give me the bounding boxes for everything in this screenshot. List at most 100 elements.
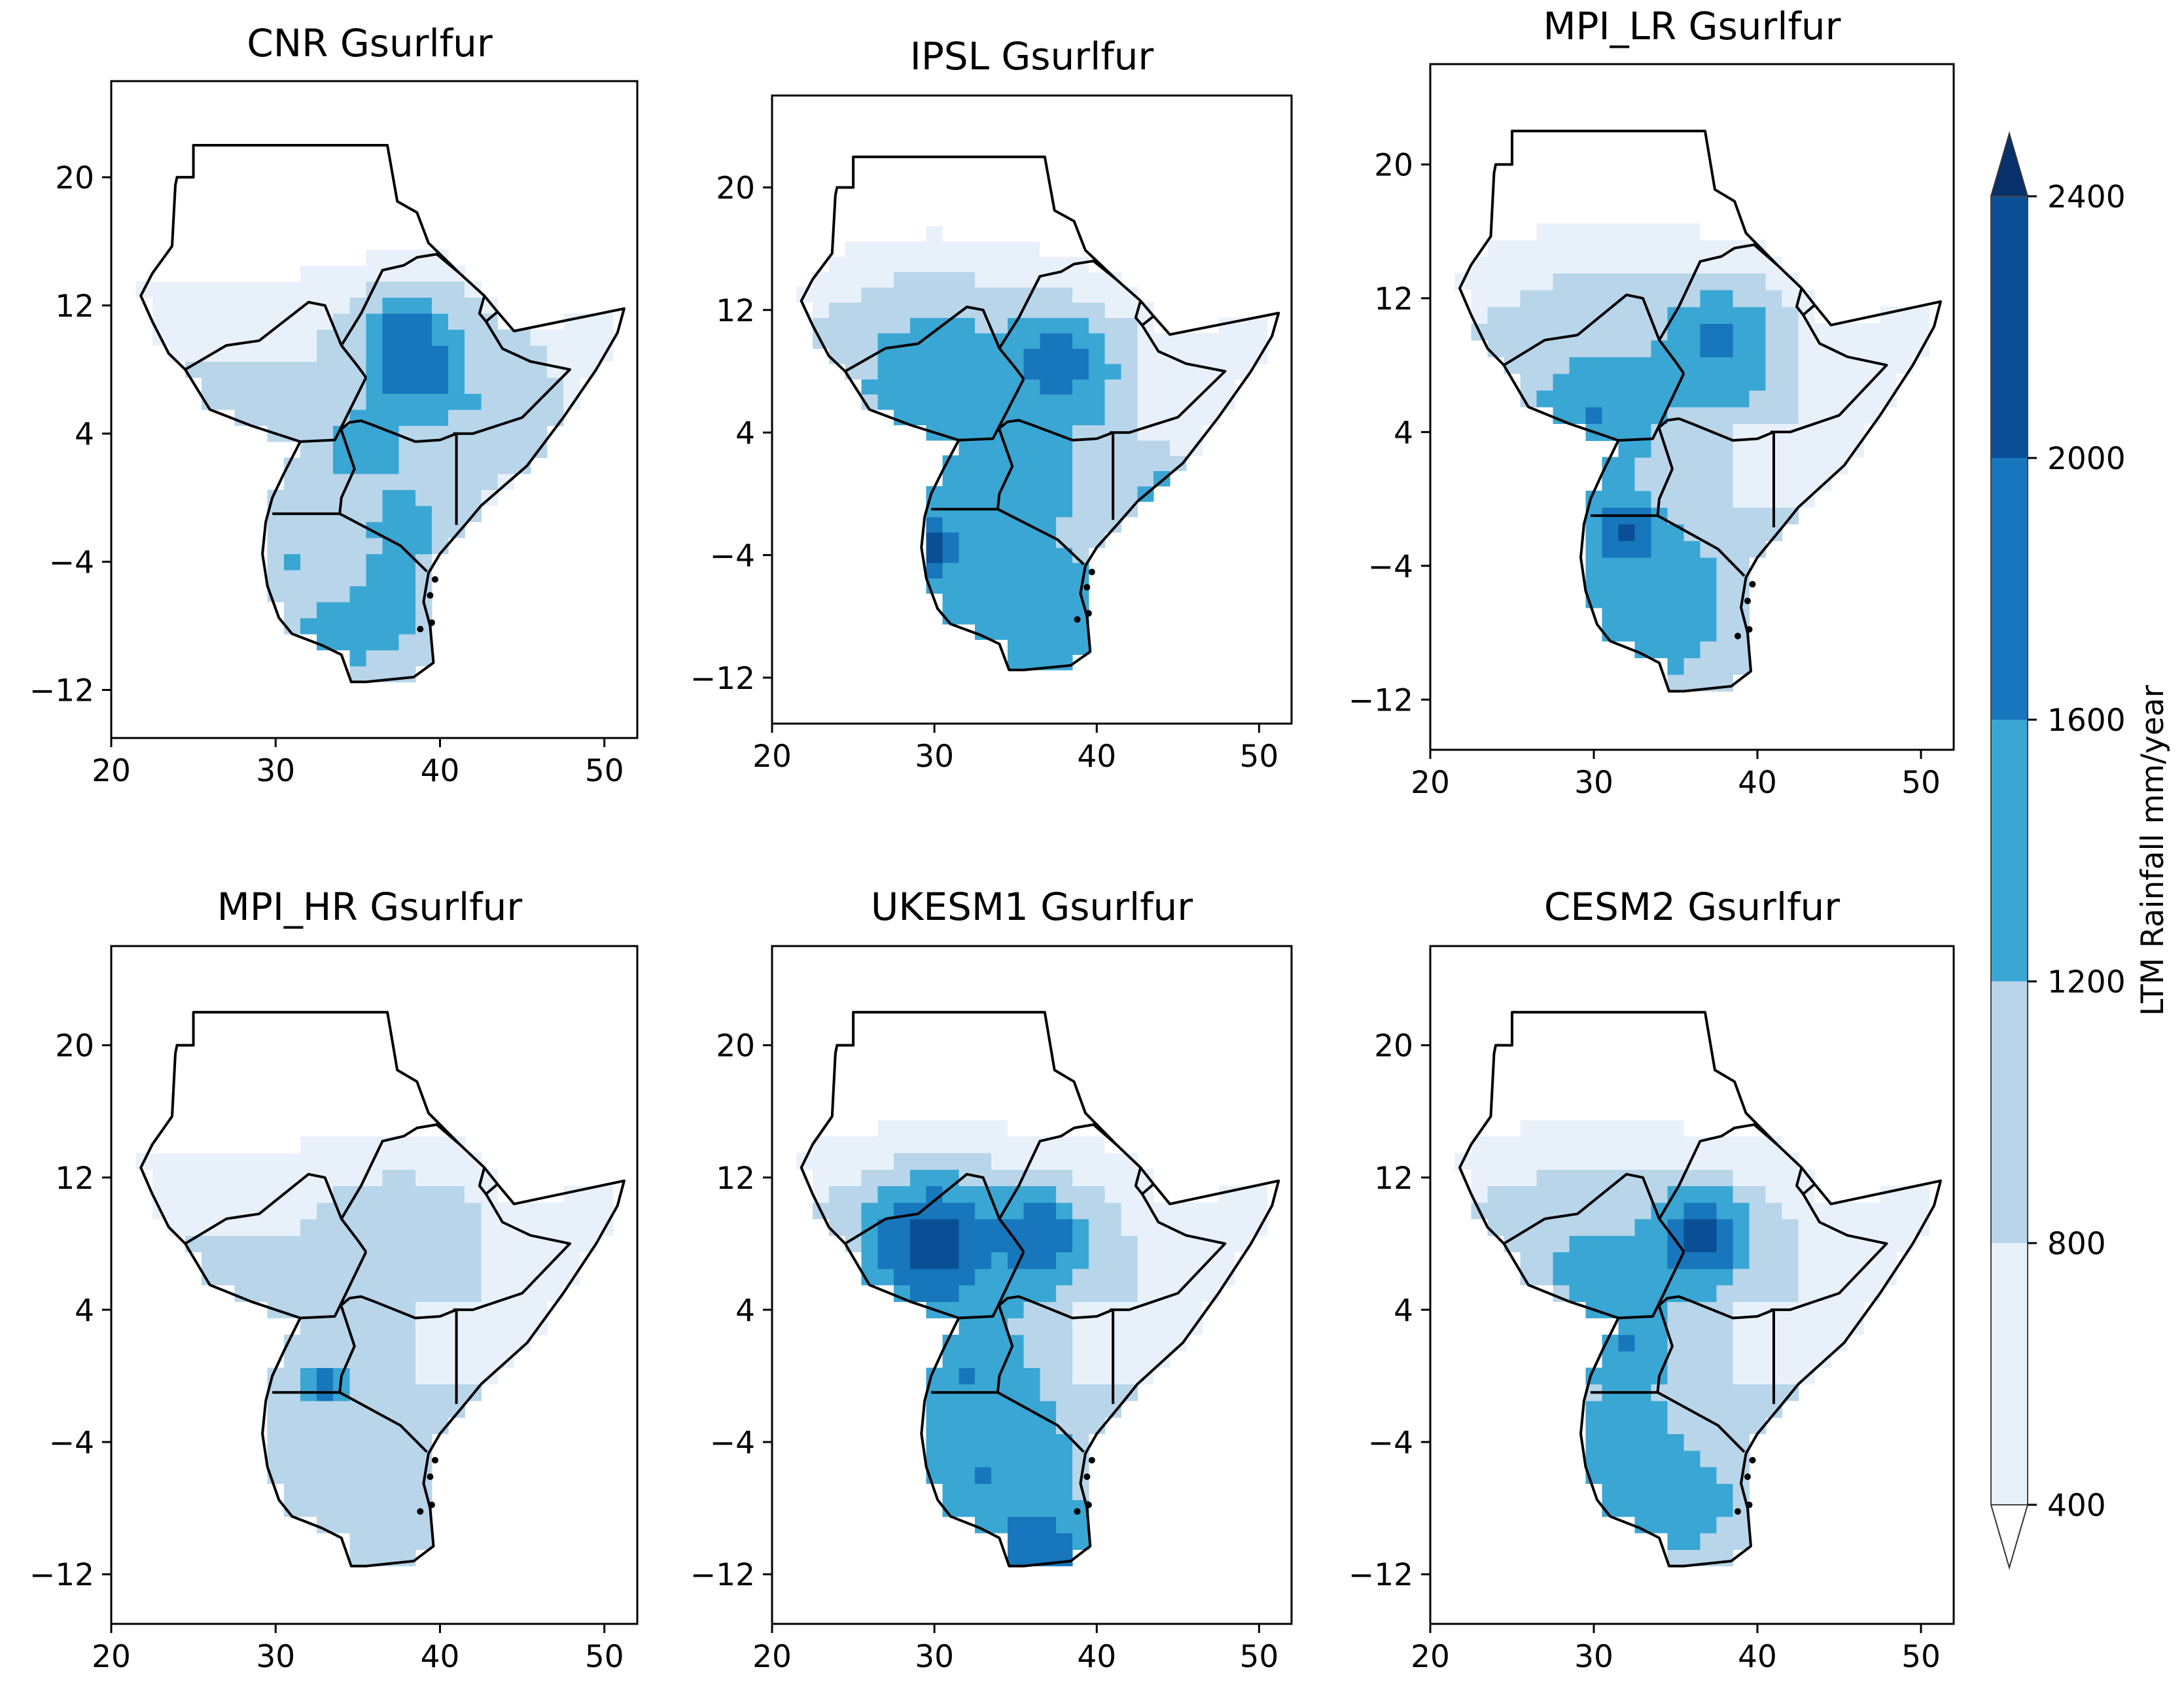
grid-cell	[448, 1235, 465, 1253]
grid-cell	[1700, 1119, 1717, 1137]
grid-cell	[1520, 1020, 1538, 1038]
grid-cell	[1169, 1235, 1187, 1253]
grid-cell	[317, 554, 334, 571]
grid-cell	[1618, 523, 1636, 542]
grid-cell	[959, 486, 976, 502]
grid-cell	[514, 329, 531, 346]
grid-cell	[366, 1417, 383, 1434]
grid-cell	[828, 1119, 846, 1137]
grid-cell	[251, 249, 268, 266]
grid-cell	[1716, 1533, 1734, 1550]
grid-cell	[828, 1186, 846, 1203]
y-tick-label: −4	[49, 545, 94, 581]
grid-cell	[1536, 357, 1554, 374]
y-tick-label: −4	[710, 1425, 755, 1461]
grid-cell	[991, 1086, 1008, 1104]
grid-cell	[300, 1252, 317, 1269]
grid-cell	[514, 442, 531, 459]
grid-cell	[1553, 290, 1570, 308]
grid-cell	[465, 1367, 482, 1385]
grid-cell	[1137, 1252, 1154, 1269]
grid-cell	[1602, 574, 1619, 591]
grid-cell	[168, 1053, 186, 1071]
grid-cell	[1651, 173, 1668, 190]
grid-cell	[1040, 547, 1057, 563]
grid-cell	[431, 1235, 449, 1253]
grid-cell	[1585, 1218, 1603, 1236]
grid-cell	[1683, 641, 1701, 659]
grid-cell	[382, 1433, 400, 1451]
grid-cell	[1023, 1318, 1040, 1335]
grid-cell	[448, 1285, 465, 1302]
grid-cell	[251, 1103, 268, 1120]
grid-cell	[1700, 440, 1717, 458]
grid-cell	[382, 1268, 400, 1286]
grid-cell	[1023, 348, 1040, 364]
grid-cell	[185, 265, 202, 282]
grid-cell	[959, 241, 976, 257]
grid-cell	[926, 241, 943, 257]
grid-cell	[366, 1119, 383, 1137]
grid-cell	[1553, 222, 1570, 240]
grid-cell	[300, 201, 317, 218]
grid-cell	[1683, 474, 1701, 491]
grid-cell	[1536, 1202, 1554, 1220]
grid-cell	[942, 486, 959, 502]
grid-cell	[398, 442, 416, 459]
grid-cell	[1602, 256, 1619, 274]
grid-cell	[942, 532, 959, 548]
x-tick-label: 40	[421, 753, 460, 789]
grid-cell	[1798, 1334, 1816, 1352]
grid-cell	[1814, 1235, 1832, 1253]
grid-cell	[333, 1450, 350, 1468]
grid-cell	[415, 425, 432, 442]
island	[1744, 597, 1751, 605]
grid-cell	[1749, 1351, 1767, 1368]
grid-cell	[909, 1020, 927, 1038]
grid-cell	[1569, 1268, 1587, 1286]
grid-cell	[185, 281, 202, 298]
grid-cell	[1651, 1483, 1668, 1501]
grid-cell	[894, 1268, 911, 1286]
grid-cell	[1634, 1400, 1652, 1418]
grid-cell	[1056, 1450, 1073, 1468]
grid-cell	[1088, 440, 1106, 456]
grid-cell	[448, 1186, 465, 1203]
grid-cell	[1056, 1384, 1073, 1401]
grid-cell	[1007, 1285, 1025, 1302]
grid-cell	[1733, 373, 1750, 391]
grid-cell	[1700, 340, 1717, 357]
grid-cell	[1618, 306, 1636, 324]
grid-cell	[283, 489, 301, 506]
grid-cell	[366, 601, 383, 618]
grid-cell	[959, 1218, 976, 1236]
grid-cell	[300, 410, 317, 427]
grid-cell	[975, 256, 992, 272]
grid-cell	[1634, 557, 1652, 575]
grid-cell	[202, 1119, 219, 1137]
grid-cell	[1700, 658, 1717, 675]
grid-cell	[1520, 189, 1538, 207]
country-border	[300, 1251, 368, 1320]
grid-cell	[1504, 1169, 1521, 1186]
grid-cell	[300, 1467, 317, 1484]
grid-cell	[877, 317, 894, 334]
grid-cell	[1700, 1252, 1717, 1269]
grid-cell	[1056, 332, 1073, 349]
grid-cell	[185, 217, 202, 234]
grid-cell	[267, 1053, 285, 1071]
grid-cell	[909, 317, 927, 334]
grid-cell	[942, 379, 959, 395]
grid-cell	[861, 1169, 878, 1186]
grid-cell	[546, 345, 564, 362]
grid-cell	[991, 1186, 1008, 1203]
grid-cell	[1585, 206, 1603, 224]
grid-cell	[975, 1152, 992, 1170]
grid-cell	[333, 249, 350, 266]
grid-cell	[1040, 1400, 1057, 1418]
grid-cell	[1847, 1202, 1865, 1220]
grid-cell	[234, 378, 252, 395]
grid-cell	[448, 393, 465, 410]
grid-cell	[845, 348, 862, 364]
grid-cell	[1618, 357, 1636, 374]
